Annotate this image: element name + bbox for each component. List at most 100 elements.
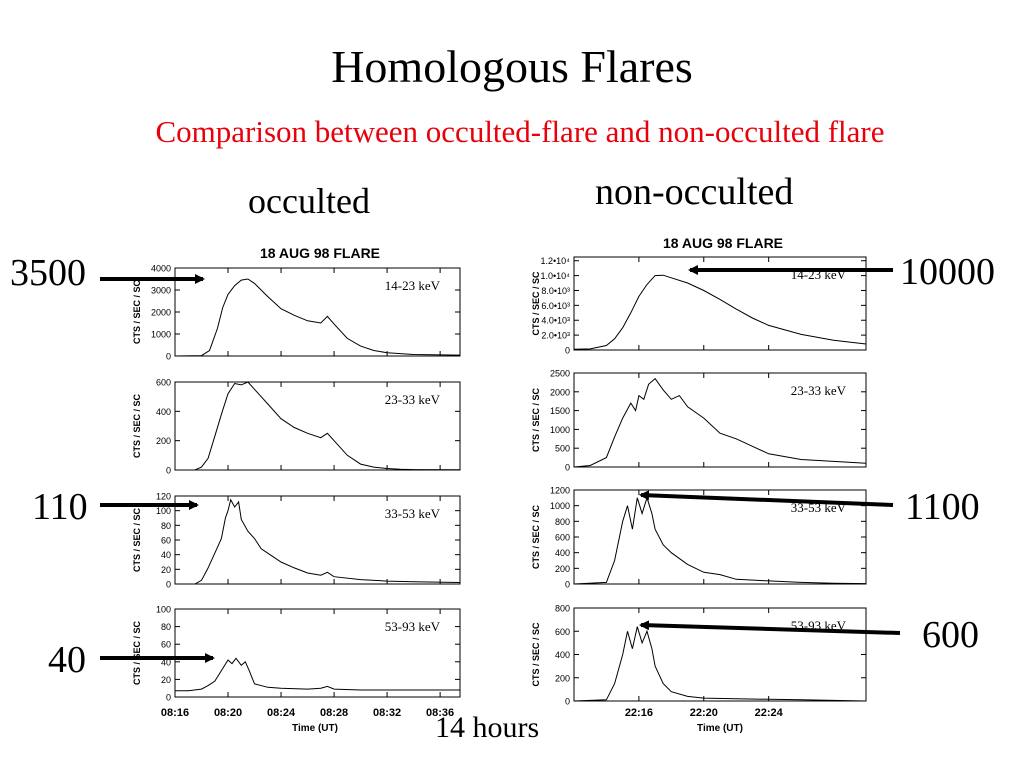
occulted-panel-4: 0 20 40 60 80 100 CTS / SEC / SC 53-93 keV	[132, 605, 461, 703]
y-tick-label: 2000	[550, 387, 570, 397]
occulted-peak-label-3500: 3500	[10, 252, 86, 294]
non-occulted-panel-4-series-line	[573, 626, 867, 702]
non-occulted-peak-label-600: 600	[922, 614, 979, 656]
x-tick-label: 22:24	[755, 707, 784, 719]
arrow-1100	[639, 490, 894, 507]
y-tick-label: 8.0•10³	[541, 286, 570, 296]
y-tick-label: 80	[161, 622, 171, 632]
y-tick-label: 400	[555, 548, 570, 558]
occulted-panel-2-series-line	[175, 381, 461, 471]
non-occulted-panel-2-band-label: 23-33 keV	[791, 383, 847, 398]
x-tick-label: 08:16	[161, 707, 189, 719]
y-tick-label: 200	[156, 436, 171, 446]
occulted-panel-4-band-label: 53-93 keV	[385, 619, 441, 634]
occulted-panel-3-band-label: 33-53 keV	[385, 506, 441, 521]
y-tick-label: 2500	[550, 369, 570, 379]
occulted-peak-label-40: 40	[48, 639, 86, 681]
slide-subtitle: Comparison between occulted-flare and no…	[155, 114, 885, 149]
y-tick-label: 600	[555, 627, 570, 637]
y-tick-label: 4000	[151, 264, 171, 274]
non-occulted-panel-3-ylabel: CTS / SEC / SC	[531, 504, 541, 569]
x-tick-label: 08:36	[426, 707, 454, 719]
y-tick-label: 1500	[550, 406, 570, 416]
y-tick-label: 6.0•10³	[541, 301, 570, 311]
non-occulted-panel-1: 0 2.0•10³ 4.0•10³ 6.0•10³ 8.0•10³ 1.0•10⁴ 1.2•…	[531, 256, 867, 356]
non-occulted-panel-2: 0 500 1000 1500 2000 2500 CTS / SEC / SC 23-33 …	[531, 369, 867, 473]
y-tick-label: 1.0•10⁴	[540, 271, 570, 281]
y-tick-label: 20	[161, 675, 171, 685]
non-occulted-panel-1-series-line	[573, 274, 867, 350]
arrow-600	[639, 620, 901, 635]
x-tick-label: 08:28	[320, 707, 348, 719]
y-tick-label: 0	[166, 352, 171, 362]
occulted-panel-4-series-line	[175, 657, 460, 692]
y-tick-label: 200	[555, 673, 570, 683]
occulted-panel-1-ylabel: CTS / SEC / SC	[132, 279, 142, 344]
occulted-panel-1-series-line	[174, 278, 461, 357]
y-tick-label: 60	[161, 640, 171, 650]
non-occulted-peak-label-10000: 10000	[900, 251, 995, 293]
occulted-panel-3: 0 20 40 60 80 100 120 CTS / SEC / SC 33-53 keV	[132, 492, 461, 590]
annotation-arrows	[100, 265, 901, 663]
occulted-panel-2: 0 200 400 600 CTS / SEC / SC 23-33 keV	[132, 378, 461, 476]
x-tick-label: 08:32	[373, 707, 401, 719]
x-tick-label: 22:16	[625, 707, 653, 719]
y-tick-label: 600	[156, 378, 171, 388]
non-occulted-panel-2-ylabel: CTS / SEC / SC	[531, 387, 541, 452]
non-occulted-panel-1-ylabel: CTS / SEC / SC	[531, 271, 541, 336]
non-occulted-panel-2-frame	[573, 372, 867, 468]
y-tick-label: 0	[565, 697, 570, 707]
y-tick-label: 100	[156, 506, 171, 516]
non-occulted-panel-3-series-line	[573, 496, 867, 585]
y-tick-label: 100	[156, 605, 171, 615]
y-tick-label: 800	[555, 517, 570, 527]
y-tick-label: 80	[161, 521, 171, 531]
occulted-panel-4-frame	[174, 608, 461, 698]
y-tick-label: 40	[161, 550, 171, 560]
y-tick-label: 0	[565, 463, 570, 473]
occulted-panel-3-ylabel: CTS / SEC / SC	[132, 507, 142, 572]
y-tick-label: 20	[161, 565, 171, 575]
occulted-panel-2-frame	[174, 381, 461, 471]
y-tick-label: 1000	[151, 330, 171, 340]
y-tick-label: 800	[555, 604, 570, 614]
occulted-panel-4-ylabel: CTS / SEC / SC	[132, 620, 142, 685]
y-tick-label: 200	[555, 564, 570, 574]
y-tick-label: 4.0•10³	[541, 316, 570, 326]
occulted-panel-1: 0 1000 2000 3000 4000 CTS / SEC / SC 14-23 keV	[132, 264, 461, 362]
occulted-panel-1-band-label: 14-23 keV	[385, 278, 441, 293]
x-tick-label: 08:20	[214, 707, 242, 719]
y-tick-label: 2000	[151, 308, 171, 318]
non-occulted-heading: non-occulted	[595, 171, 794, 213]
y-tick-label: 1000	[550, 425, 570, 435]
y-tick-label: 0	[565, 580, 570, 590]
non-occulted-panel-2-series-line	[573, 377, 867, 468]
y-tick-label: 60	[161, 536, 171, 546]
occulted-xlabel: Time (UT)	[292, 723, 338, 734]
y-tick-label: 0	[166, 580, 171, 590]
occulted-panel-2-ylabel: CTS / SEC / SC	[132, 393, 142, 458]
y-tick-label: 400	[555, 650, 570, 660]
occulted-peak-label-110: 110	[32, 486, 88, 528]
non-occulted-peak-label-1100: 1100	[905, 486, 980, 528]
x-tick-label: 08:24	[267, 707, 296, 719]
y-tick-label: 120	[156, 492, 171, 502]
occulted-heading: occulted	[248, 181, 370, 221]
y-tick-label: 600	[555, 533, 570, 543]
slide-title: Homologous Flares	[331, 41, 693, 92]
non-occulted-panel-1-frame	[573, 256, 867, 351]
non-occulted-figure: 18 AUG 98 FLARE 0 2.0•10³ 4.0•10³ 6.0•10³ 8.0…	[531, 235, 867, 734]
non-occulted-panel-4-ylabel: CTS / SEC / SC	[531, 622, 541, 687]
y-tick-label: 1000	[550, 501, 570, 511]
y-tick-label: 0	[565, 346, 570, 356]
non-occulted-chart-title: 18 AUG 98 FLARE	[663, 235, 783, 251]
time-gap-note: 14 hours	[435, 711, 540, 744]
y-tick-label: 2.0•10³	[541, 331, 570, 341]
occulted-panel-2-band-label: 23-33 keV	[385, 392, 441, 407]
y-tick-label: 1200	[550, 486, 570, 496]
y-tick-label: 1.2•10⁴	[540, 256, 570, 266]
non-occulted-xlabel: Time (UT)	[697, 723, 743, 734]
